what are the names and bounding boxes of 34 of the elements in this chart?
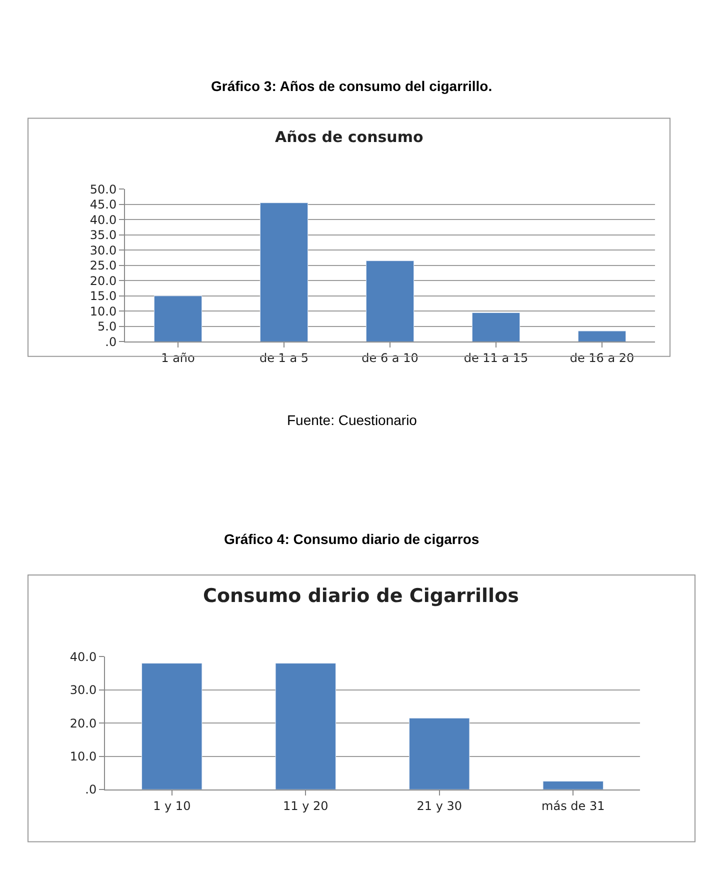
y-tick-label: 40.0 <box>70 650 97 664</box>
x-tick-label: 1 y 10 <box>153 798 191 813</box>
source-note: Fuente: Cuestionario <box>287 412 418 428</box>
x-tick-label: 21 y 30 <box>416 798 462 813</box>
text: Gráfico 4: Consumo diario de cigarros <box>224 531 480 547</box>
y-tick-label: 10.0 <box>70 750 97 764</box>
bar <box>260 202 308 342</box>
bar <box>142 663 202 790</box>
bar <box>366 260 414 342</box>
y-tick-label: .0 <box>105 334 117 349</box>
chart-title: Consumo diario de Cigarrillos <box>203 585 519 607</box>
y-tick-label: 30.0 <box>70 683 97 698</box>
y-tick-label: 30.0 <box>90 243 117 258</box>
y-tick-label: 35.0 <box>90 228 117 242</box>
y-tick-label: 10.0 <box>90 304 117 318</box>
y-tick-label: 50.0 <box>90 182 117 196</box>
bar <box>472 312 520 342</box>
x-tick-label: más de 31 <box>542 798 605 813</box>
y-tick-label: 25.0 <box>90 258 117 273</box>
y-tick-label: 45.0 <box>90 198 117 212</box>
bar <box>154 296 202 342</box>
bar <box>409 718 470 790</box>
x-tick-label: 11 y 20 <box>282 798 328 813</box>
y-tick-label: 40.0 <box>90 212 117 227</box>
chart-title: Años de consumo <box>275 128 424 146</box>
y-tick-label: .0 <box>85 782 97 797</box>
y-tick-label: 15.0 <box>90 289 117 304</box>
y-tick-label: 20.0 <box>90 274 117 288</box>
y-tick-label: 5.0 <box>98 320 117 334</box>
bar <box>542 780 604 790</box>
bar <box>578 330 626 342</box>
y-tick-label: 20.0 <box>70 716 97 730</box>
bar <box>275 663 336 790</box>
text: Gráfico 3: Años de consumo del cigarrillo. <box>211 78 492 94</box>
